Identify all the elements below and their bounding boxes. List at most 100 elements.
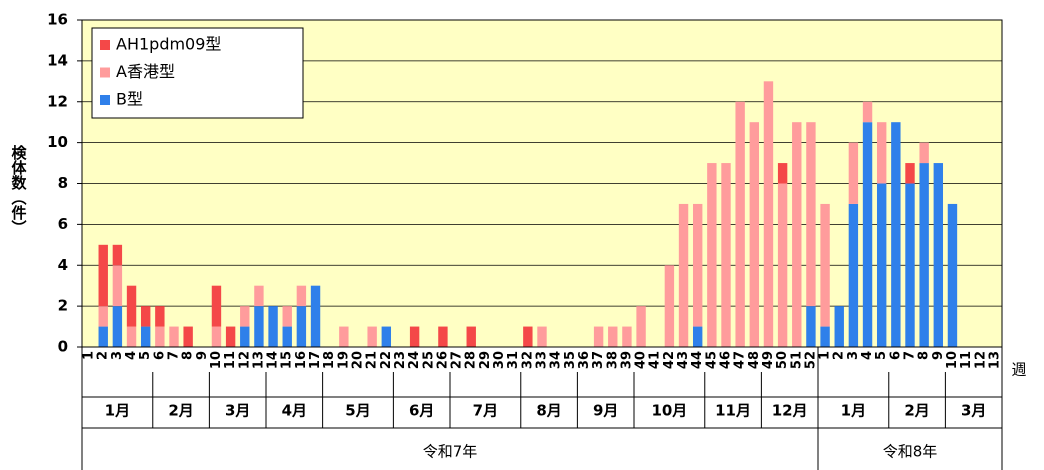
bar-segment bbox=[721, 163, 731, 347]
month-label: 11月 bbox=[715, 402, 751, 420]
bar-segment bbox=[806, 306, 816, 347]
x-tick-label: 42 bbox=[662, 351, 677, 369]
plot-border bbox=[81, 19, 1003, 348]
y-axis-label: 検体数（件） bbox=[10, 144, 28, 235]
bar-segment bbox=[763, 81, 774, 347]
x-tick-label: 47 bbox=[733, 351, 748, 369]
legend-swatch bbox=[100, 40, 110, 50]
bar-segment bbox=[310, 285, 321, 347]
bar-segment bbox=[848, 203, 859, 347]
x-tick-label: 14 bbox=[266, 351, 281, 369]
x-tick-label: 45 bbox=[704, 351, 719, 369]
month-label: 8月 bbox=[536, 402, 561, 420]
bar-segment bbox=[636, 306, 646, 347]
x-tick-label: 7 bbox=[903, 351, 918, 360]
bar-segment bbox=[792, 122, 802, 347]
bar-segment bbox=[777, 183, 788, 347]
x-tick-label: 27 bbox=[450, 351, 465, 369]
x-tick-label: 49 bbox=[761, 351, 776, 369]
bar-segment bbox=[126, 285, 137, 327]
bar-segment bbox=[862, 122, 873, 347]
bar-segment bbox=[339, 326, 349, 347]
x-tick-label: 12 bbox=[973, 351, 988, 369]
era-label: 令和8年 bbox=[883, 443, 938, 461]
legend-swatch bbox=[100, 67, 110, 78]
bar-segment bbox=[806, 122, 816, 307]
x-tick-label: 5 bbox=[874, 351, 889, 360]
bar-segment bbox=[735, 101, 745, 347]
bar-segment bbox=[211, 326, 222, 347]
bar-segment bbox=[537, 326, 547, 347]
x-tick-label: 50 bbox=[775, 351, 790, 369]
x-tick-label: 9 bbox=[195, 351, 210, 360]
bar-segment bbox=[933, 163, 944, 347]
x-tick-label: 38 bbox=[605, 351, 620, 369]
x-tick-label: 2 bbox=[832, 351, 847, 360]
x-tick-label: 8 bbox=[917, 351, 932, 360]
legend-label: A香港型 bbox=[116, 62, 175, 81]
y-tick-label: 14 bbox=[47, 51, 68, 69]
bar-segment bbox=[678, 203, 689, 347]
bar-segment bbox=[707, 163, 717, 347]
x-tick-label: 21 bbox=[365, 351, 380, 369]
bar-segment bbox=[876, 122, 887, 184]
x-tick-label: 35 bbox=[563, 351, 578, 369]
x-tick-label: 17 bbox=[308, 351, 323, 369]
x-tick-label: 29 bbox=[478, 351, 493, 369]
bar-segment bbox=[919, 142, 929, 164]
bar-segment bbox=[749, 122, 760, 347]
y-tick-label: 12 bbox=[47, 92, 68, 110]
x-tick-label: 43 bbox=[676, 351, 691, 369]
bar-segment bbox=[905, 163, 915, 184]
x-tick-label: 3 bbox=[110, 351, 125, 360]
bar-segment bbox=[409, 326, 420, 347]
x-tick-label: 23 bbox=[393, 351, 408, 369]
bar-segment bbox=[466, 326, 476, 347]
legend-swatch bbox=[100, 95, 110, 105]
bar-segment bbox=[593, 326, 604, 347]
bar-segment bbox=[268, 306, 278, 347]
y-tick-label: 8 bbox=[58, 174, 68, 192]
month-label: 1月 bbox=[105, 402, 130, 420]
bar-segment bbox=[777, 163, 788, 184]
bar-segment bbox=[140, 326, 151, 347]
x-tick-label: 10 bbox=[209, 351, 224, 369]
x-tick-label: 11 bbox=[959, 351, 974, 369]
x-tick-label: 46 bbox=[719, 351, 734, 369]
era-label: 令和7年 bbox=[423, 443, 478, 461]
x-tick-label: 36 bbox=[577, 351, 592, 369]
y-tick-label: 6 bbox=[58, 215, 68, 233]
x-tick-label: 9 bbox=[931, 351, 946, 360]
month-label: 4月 bbox=[282, 402, 307, 420]
bar-segment bbox=[848, 142, 859, 204]
x-tick-label: 30 bbox=[492, 351, 507, 369]
month-label: 6月 bbox=[409, 402, 434, 420]
bar-segment bbox=[126, 326, 137, 347]
x-tick-label: 31 bbox=[506, 351, 521, 369]
bar-segment bbox=[947, 203, 958, 347]
bar-segment bbox=[820, 326, 830, 347]
x-tick-label: 10 bbox=[945, 351, 960, 369]
legend-label: B型 bbox=[116, 90, 143, 109]
x-tick-label: 6 bbox=[888, 351, 903, 360]
y-tick-label: 10 bbox=[47, 133, 68, 151]
bar-segment bbox=[112, 244, 123, 266]
bar-segment bbox=[692, 326, 703, 347]
x-tick-label: 11 bbox=[223, 351, 238, 369]
x-tick-label: 37 bbox=[591, 351, 606, 369]
bar-segment bbox=[282, 326, 292, 347]
x-tick-label: 7 bbox=[167, 351, 182, 360]
bar-segment bbox=[381, 326, 392, 347]
bar-segment bbox=[98, 306, 108, 327]
bar-segment bbox=[112, 265, 123, 307]
bar-segment bbox=[240, 326, 250, 347]
x-tick-label: 1 bbox=[818, 351, 833, 360]
x-tick-label: 20 bbox=[351, 351, 366, 369]
x-unit-label: 週 bbox=[1011, 361, 1026, 379]
y-tick-label: 4 bbox=[58, 256, 68, 274]
bar-segment bbox=[876, 183, 887, 347]
bar-segment bbox=[523, 326, 533, 347]
x-tick-label: 26 bbox=[435, 351, 450, 369]
bar-segment bbox=[905, 183, 915, 347]
x-tick-label: 6 bbox=[152, 351, 167, 360]
